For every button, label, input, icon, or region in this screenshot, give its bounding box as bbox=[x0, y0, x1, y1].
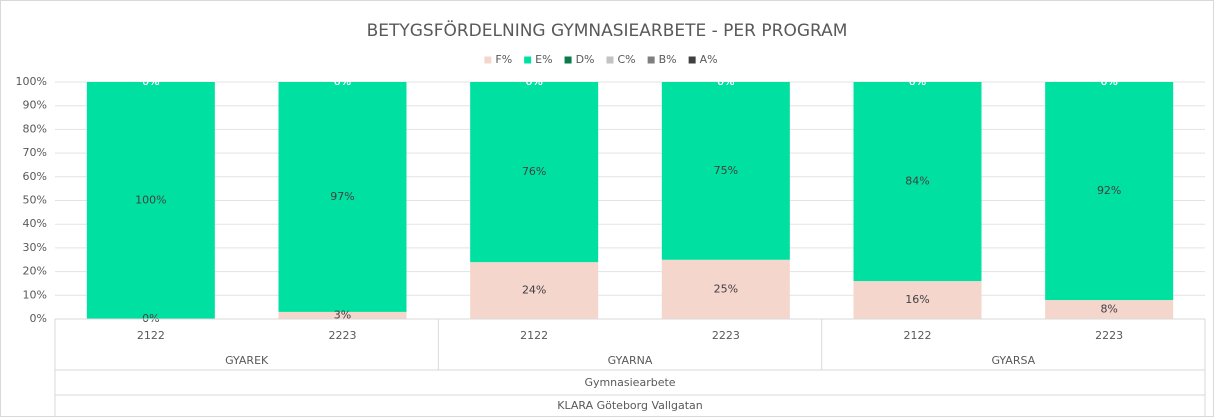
data-label: 0% bbox=[525, 75, 542, 88]
bar-segment bbox=[661, 259, 790, 319]
level-label: KLARA Göteborg Vallgatan bbox=[557, 399, 702, 412]
legend-swatch bbox=[524, 56, 532, 64]
data-label: 0% bbox=[525, 75, 542, 88]
data-label: 76% bbox=[522, 165, 546, 178]
data-label: 3% bbox=[334, 308, 351, 321]
y-tick-label: 10% bbox=[23, 288, 47, 301]
data-label: 0% bbox=[909, 75, 926, 88]
bar-segment bbox=[470, 82, 599, 263]
legend-swatch bbox=[647, 56, 655, 64]
bar-segment bbox=[278, 311, 407, 319]
data-label: 92% bbox=[1097, 184, 1121, 197]
data-label: 0% bbox=[142, 75, 159, 88]
data-label: 100% bbox=[135, 194, 166, 207]
data-label: 0% bbox=[334, 75, 351, 88]
data-label: 97% bbox=[330, 190, 354, 203]
level-label: Gymnasiearbete bbox=[584, 376, 675, 389]
bar-segment bbox=[470, 262, 599, 319]
y-tick-label: 50% bbox=[23, 194, 47, 207]
y-tick-label: 30% bbox=[23, 241, 47, 254]
data-label: 84% bbox=[905, 175, 929, 188]
group-label: GYARSA bbox=[991, 354, 1035, 367]
data-label: 25% bbox=[714, 282, 738, 295]
data-label: 0% bbox=[909, 75, 926, 88]
y-tick-label: 70% bbox=[23, 146, 47, 159]
data-label: 75% bbox=[714, 164, 738, 177]
data-label: 16% bbox=[905, 293, 929, 306]
group-label: GYAREK bbox=[225, 354, 269, 367]
bar-segment bbox=[1045, 300, 1174, 319]
data-label: 0% bbox=[334, 75, 351, 88]
data-label: 0% bbox=[1100, 75, 1117, 88]
x-tick-label: 2122 bbox=[904, 329, 932, 342]
data-label: 0% bbox=[717, 75, 734, 88]
data-label: 8% bbox=[1100, 303, 1117, 316]
legend-label: B% bbox=[659, 53, 677, 66]
data-label: 0% bbox=[717, 75, 734, 88]
data-label: 0% bbox=[909, 75, 926, 88]
x-tick-label: 2122 bbox=[137, 329, 165, 342]
bar-segment bbox=[1045, 82, 1174, 301]
legend-label: E% bbox=[535, 53, 552, 66]
data-label: 0% bbox=[717, 75, 734, 88]
data-label: 0% bbox=[1100, 75, 1117, 88]
y-tick-label: 90% bbox=[23, 99, 47, 112]
legend-swatch bbox=[606, 56, 614, 64]
x-tick-label: 2122 bbox=[520, 329, 548, 342]
data-label: 0% bbox=[1100, 75, 1117, 88]
data-label: 0% bbox=[142, 75, 159, 88]
data-label: 0% bbox=[142, 75, 159, 88]
bar-segment bbox=[853, 82, 982, 282]
bar-segment bbox=[86, 82, 215, 319]
legend-swatch bbox=[688, 56, 696, 64]
y-tick-label: 20% bbox=[23, 265, 47, 278]
bar-segment bbox=[278, 82, 407, 312]
x-tick-label: 2223 bbox=[329, 329, 357, 342]
data-label: 0% bbox=[909, 75, 926, 88]
data-label: 24% bbox=[522, 284, 546, 297]
y-tick-label: 60% bbox=[23, 170, 47, 183]
y-tick-label: 40% bbox=[23, 217, 47, 230]
legend-swatch bbox=[564, 56, 572, 64]
data-label: 0% bbox=[334, 75, 351, 88]
legend-label: C% bbox=[618, 53, 636, 66]
data-label: 0% bbox=[717, 75, 734, 88]
data-label: 0% bbox=[525, 75, 542, 88]
y-tick-label: 0% bbox=[30, 312, 47, 325]
y-tick-label: 80% bbox=[23, 122, 47, 135]
legend-label: F% bbox=[495, 53, 512, 66]
x-tick-label: 2223 bbox=[1095, 329, 1123, 342]
group-label: GYARNA bbox=[608, 354, 653, 367]
legend-label: A% bbox=[700, 53, 718, 66]
x-tick-label: 2223 bbox=[712, 329, 740, 342]
y-tick-label: 100% bbox=[16, 75, 47, 88]
legend-swatch bbox=[484, 56, 492, 64]
data-label: 0% bbox=[525, 75, 542, 88]
data-label: 0% bbox=[1100, 75, 1117, 88]
legend-label: D% bbox=[576, 53, 595, 66]
bar-segment bbox=[853, 281, 982, 319]
bar-segment bbox=[661, 82, 790, 260]
chart-title: BETYGSFÖRDELNING GYMNASIEARBETE - PER PR… bbox=[367, 19, 848, 41]
data-label: 0% bbox=[334, 75, 351, 88]
data-label: 0% bbox=[142, 75, 159, 88]
